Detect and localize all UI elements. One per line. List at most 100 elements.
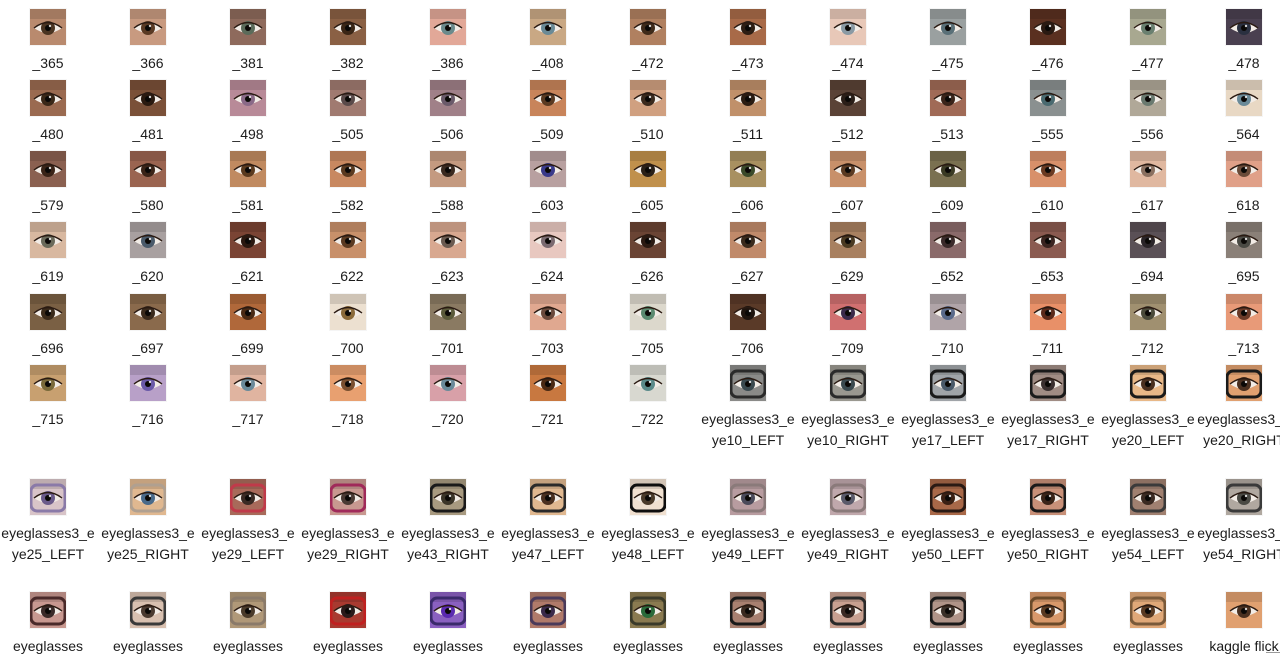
file-name-label: _626 <box>632 268 664 284</box>
file-name-label: _721 <box>532 411 564 427</box>
file-name-label: eyeglasses3_eye47_LEFT <box>501 525 595 562</box>
eye-photo-thumbnail-icon <box>130 80 166 116</box>
eye-photo-thumbnail-icon <box>930 222 966 258</box>
file-name-label: eyeglasses3_eye49_LEFT <box>701 525 795 562</box>
eye-photo-thumbnail-icon <box>630 80 666 116</box>
file-name-label: eyeglasses3_eye43_RIGHT <box>401 525 495 562</box>
eye-photo-thumbnail-icon <box>730 479 766 515</box>
eye-photo-thumbnail-icon <box>430 151 466 187</box>
eye-photo-thumbnail-icon <box>830 222 866 258</box>
file-name-label: eyeglasses3_eye17_LEFT <box>901 411 995 448</box>
file-name-label: _623 <box>432 268 464 284</box>
eye-photo-thumbnail-icon <box>730 365 766 401</box>
file-name-label: _701 <box>432 340 464 356</box>
eye-photo-thumbnail-icon <box>530 80 566 116</box>
file-name-label: _610 <box>1032 197 1064 213</box>
file-name-label: eyeglasses3_eye54_LEFT <box>1101 525 1195 562</box>
eye-photo-thumbnail-icon <box>130 222 166 258</box>
eye-photo-thumbnail-icon <box>930 294 966 330</box>
file-name-label: _581 <box>232 197 264 213</box>
file-name-label: eyeglasses <box>712 638 784 654</box>
eye-photo-thumbnail-icon <box>830 592 866 628</box>
eye-photo-thumbnail-icon <box>630 592 666 628</box>
file-name-label: _711 <box>1032 340 1064 356</box>
eye-photo-thumbnail-icon <box>530 592 566 628</box>
eye-photo-thumbnail-icon <box>630 479 666 515</box>
eye-photo-thumbnail-icon <box>130 479 166 515</box>
eye-photo-thumbnail-icon <box>830 9 866 45</box>
file-name-label: _622 <box>332 268 364 284</box>
file-name-label: _365 <box>32 55 64 71</box>
file-name-label: _513 <box>932 126 964 142</box>
file-name-label: eyeglasses <box>812 638 884 654</box>
file-name-label: _386 <box>432 55 464 71</box>
file-name-label: _510 <box>632 126 664 142</box>
file-name-label: _582 <box>332 197 364 213</box>
file-name-label: eyeglasses <box>12 638 84 654</box>
file-name-label: _609 <box>932 197 964 213</box>
eye-photo-thumbnail-icon <box>430 365 466 401</box>
file-name-label: _588 <box>432 197 464 213</box>
file-name-label: _696 <box>32 340 64 356</box>
file-name-label: _712 <box>1132 340 1164 356</box>
eye-photo-thumbnail-icon <box>1130 294 1166 330</box>
eye-photo-thumbnail-icon <box>1130 479 1166 515</box>
eye-photo-thumbnail-icon <box>30 365 66 401</box>
file-name-label: eyeglasses <box>1012 638 1084 654</box>
eye-photo-thumbnail-icon <box>30 9 66 45</box>
eye-photo-thumbnail-icon <box>530 222 566 258</box>
eye-photo-thumbnail-icon <box>330 151 366 187</box>
eye-photo-thumbnail-icon <box>1030 294 1066 330</box>
file-name-label: _710 <box>932 340 964 356</box>
eye-photo-thumbnail-icon <box>730 222 766 258</box>
eye-photo-thumbnail-icon <box>630 9 666 45</box>
eye-photo-thumbnail-icon <box>730 80 766 116</box>
eye-photo-thumbnail-icon <box>730 9 766 45</box>
file-name-label: _506 <box>432 126 464 142</box>
file-name-label: _556 <box>1132 126 1164 142</box>
file-name-label: _512 <box>832 126 864 142</box>
file-name-label: _717 <box>232 411 264 427</box>
file-name-label: _618 <box>1228 197 1260 213</box>
eye-photo-thumbnail-icon <box>230 365 266 401</box>
file-name-label: _477 <box>1132 55 1164 71</box>
file-name-label: eyeglasses3_eye48_LEFT <box>601 525 695 562</box>
file-name-label: _720 <box>432 411 464 427</box>
file-name-label: _718 <box>332 411 364 427</box>
file-name-label: _705 <box>632 340 664 356</box>
eye-photo-thumbnail-icon <box>230 294 266 330</box>
eye-photo-thumbnail-icon <box>330 222 366 258</box>
file-name-label: _555 <box>1032 126 1064 142</box>
resize-grip[interactable] <box>1266 652 1280 660</box>
eye-photo-thumbnail-icon <box>830 151 866 187</box>
eye-photo-thumbnail-icon <box>330 80 366 116</box>
eye-photo-thumbnail-icon <box>230 80 266 116</box>
file-name-label: _381 <box>232 55 264 71</box>
eye-photo-thumbnail-icon <box>530 9 566 45</box>
file-name-label: _472 <box>632 55 664 71</box>
eye-photo-thumbnail-icon <box>930 9 966 45</box>
file-name-label: _476 <box>1032 55 1064 71</box>
eye-photo-thumbnail-icon <box>1226 9 1262 45</box>
file-name-label: eyeglasses <box>112 638 184 654</box>
eye-photo-thumbnail-icon <box>1226 365 1262 401</box>
file-name-label: _629 <box>832 268 864 284</box>
eye-photo-thumbnail-icon <box>1226 80 1262 116</box>
eye-photo-thumbnail-icon <box>1226 294 1262 330</box>
file-name-label: _652 <box>932 268 964 284</box>
eye-photo-thumbnail-icon <box>30 479 66 515</box>
eye-photo-thumbnail-icon <box>1030 365 1066 401</box>
eye-photo-thumbnail-icon <box>30 222 66 258</box>
file-name-label: kaggle flick <box>1209 638 1279 654</box>
file-name-label: _498 <box>232 126 264 142</box>
eye-photo-thumbnail-icon <box>430 479 466 515</box>
file-name-label: _474 <box>832 55 864 71</box>
eye-photo-thumbnail-icon <box>730 294 766 330</box>
eye-photo-thumbnail-icon <box>930 151 966 187</box>
file-name-label: eyeglasses <box>412 638 484 654</box>
eye-photo-thumbnail-icon <box>930 365 966 401</box>
file-name-label: _366 <box>132 55 164 71</box>
file-name-label: _620 <box>132 268 164 284</box>
eye-photo-thumbnail-icon <box>630 294 666 330</box>
